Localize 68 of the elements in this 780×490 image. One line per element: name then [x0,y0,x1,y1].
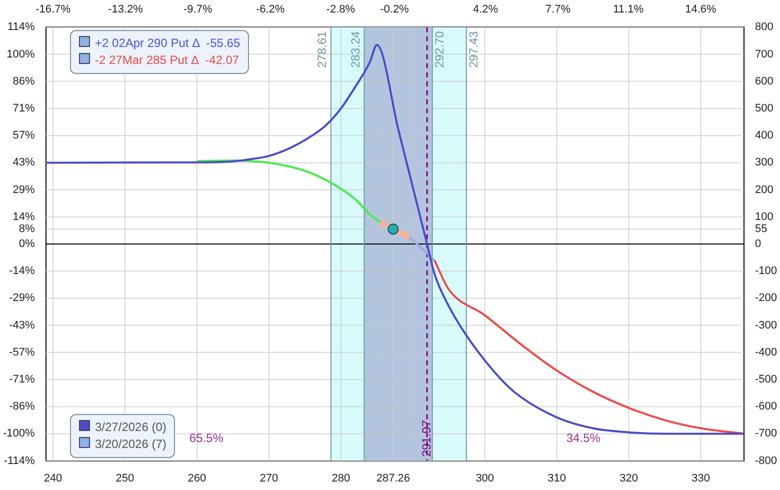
y-tick-label: -43% [9,319,36,332]
annotation: -2 27Mar 285 Put Δ -42.07 [95,53,240,67]
y2-tick-label: -600 [754,400,778,413]
ref-line-label: 292.70 [432,30,447,68]
y-tick-label: 100% [6,48,36,60]
y-tick-label: 114% [7,21,36,34]
x2-tick-label: -2.8% [326,4,356,16]
y-tick-label: 57% [12,130,35,142]
x2-tick-label: 14.6% [685,4,717,16]
legend-label: 3/27/2026 (0) [95,420,166,434]
x-tick-label: 320 [620,472,638,484]
annotation: 65.5% [189,431,224,446]
legend-label: 3/20/2026 (7) [95,437,166,451]
ref-line-label: 291.97 [419,420,434,457]
x-tick-label: 287.26 [376,472,410,484]
x2-tick-label: -13.2% [108,4,144,16]
x-tick-label: 330 [692,472,710,484]
y-tick-label: 8% [18,223,36,236]
y2-tick-label: 600 [754,75,774,88]
y-tick-label: -29% [9,292,36,304]
y2-tick-label: 200 [754,184,774,196]
y-tick-label: -57% [9,346,36,358]
x2-tick-label: 11.1% [613,4,644,16]
y-tick-label: 0% [18,238,36,250]
y2-tick-label: 300 [754,156,774,169]
x-tick-label: 300 [476,472,494,484]
x-tick-label: 260 [188,472,206,484]
y-tick-label: -86% [9,400,36,413]
y2-tick-label: -400 [754,346,778,358]
line-series [196,160,382,224]
annotation: +2 02Apr 290 Put Δ -55.65 [95,36,240,50]
y2-tick-label: 0 [754,238,762,250]
y2-tick-label: -700 [754,428,778,440]
annotation: 34.5% [566,431,601,446]
y-tick-label: 43% [12,156,35,169]
x-tick-label: 240 [44,472,62,484]
x-tick-label: 250 [116,472,134,484]
y-tick-label: 29% [12,184,35,196]
y2-tick-label: -800 [754,454,778,467]
y2-tick-label: 800 [754,21,774,34]
x2-tick-label: -0.2% [380,4,410,16]
y2-tick-label: 700 [754,48,774,60]
y2-tick-label: -200 [754,292,778,304]
x2-tick-label: -9.7% [184,4,212,16]
ref-line-label: 283.24 [348,30,363,68]
y2-tick-label: 100 [754,210,774,223]
y-tick-label: -114% [4,454,36,467]
ref-line-label: 297.43 [466,30,481,68]
y-tick-label: 14% [12,210,35,223]
y-tick-label: -71% [9,374,36,386]
ref-line-label: 278.61 [315,30,330,68]
y-tick-label: -14% [9,265,36,278]
x-tick-label: 310 [548,472,566,484]
x2-tick-label: -16.7% [36,4,71,16]
y-tick-label: -100% [3,428,36,440]
x2-tick-label: 4.2% [472,4,498,16]
y-tick-label: 86% [12,75,35,88]
x-tick-label: 280 [332,472,350,484]
x2-tick-label: -6.2% [256,4,285,16]
y2-tick-label: 500 [754,102,774,115]
y2-tick-label: -500 [754,374,778,386]
y2-tick-label: 400 [754,130,774,142]
x2-tick-label: 7.7% [545,4,571,16]
y-tick-label: 71% [12,102,35,115]
y2-tick-label: -100 [754,265,778,278]
y2-tick-label: -300 [754,319,778,332]
y2-tick-label: 55 [754,223,768,236]
x-tick-label: 270 [260,472,278,484]
